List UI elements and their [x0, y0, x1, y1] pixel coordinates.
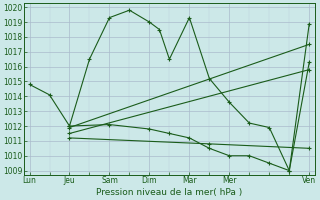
X-axis label: Pression niveau de la mer( hPa ): Pression niveau de la mer( hPa ) — [96, 188, 243, 197]
